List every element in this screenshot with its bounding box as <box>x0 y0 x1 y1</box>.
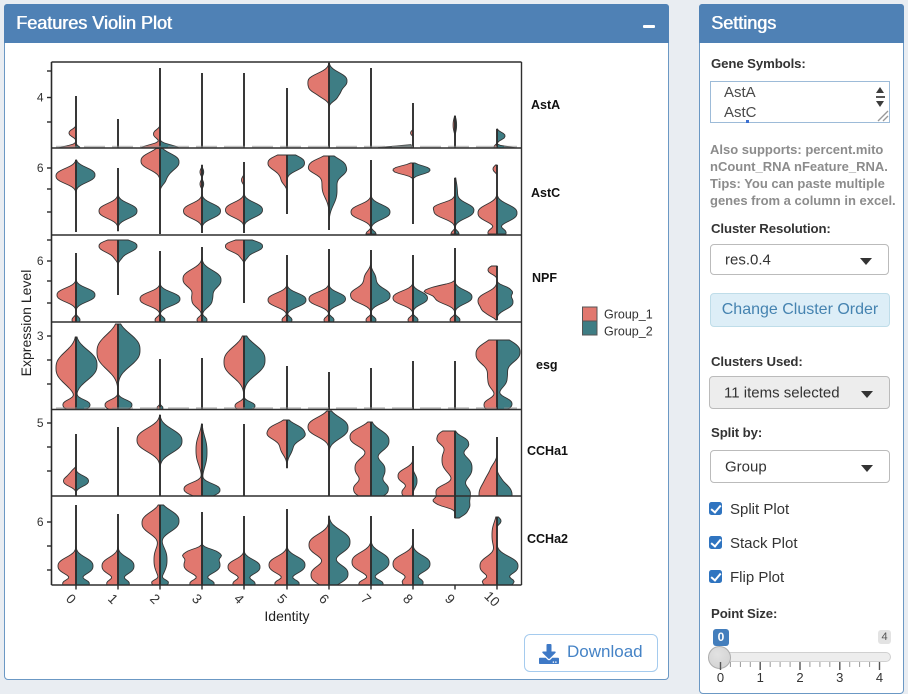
svg-text:NPF: NPF <box>532 271 557 285</box>
svg-text:CCHa1: CCHa1 <box>527 444 568 458</box>
svg-text:6: 6 <box>37 515 44 529</box>
svg-text:6: 6 <box>37 161 44 175</box>
svg-text:CCHa2: CCHa2 <box>527 532 568 546</box>
svg-text:Identity: Identity <box>264 608 309 624</box>
svg-text:2: 2 <box>147 591 163 607</box>
svg-text:3: 3 <box>836 670 843 685</box>
svg-text:Group_2: Group_2 <box>604 325 653 339</box>
svg-text:6: 6 <box>37 254 44 268</box>
svg-text:0: 0 <box>717 670 724 685</box>
svg-text:4: 4 <box>231 591 247 607</box>
svg-text:10: 10 <box>481 588 502 609</box>
svg-text:9: 9 <box>442 591 458 607</box>
svg-text:8: 8 <box>400 591 416 607</box>
svg-text:AstA: AstA <box>531 98 560 112</box>
svg-text:Group_1: Group_1 <box>604 308 653 322</box>
svg-text:1: 1 <box>757 670 764 685</box>
svg-text:esg: esg <box>536 358 558 372</box>
svg-text:AstC: AstC <box>531 186 560 200</box>
svg-text:0: 0 <box>63 591 79 607</box>
svg-text:Expression Level: Expression Level <box>18 270 34 377</box>
svg-text:4: 4 <box>876 670 883 685</box>
svg-text:3: 3 <box>37 329 44 343</box>
svg-text:4: 4 <box>37 91 44 105</box>
svg-text:3: 3 <box>189 591 205 607</box>
svg-text:7: 7 <box>358 591 374 607</box>
svg-text:5: 5 <box>37 416 44 430</box>
svg-text:1: 1 <box>105 591 121 607</box>
svg-text:2: 2 <box>796 670 803 685</box>
svg-text:5: 5 <box>274 591 290 607</box>
svg-text:6: 6 <box>316 591 332 607</box>
